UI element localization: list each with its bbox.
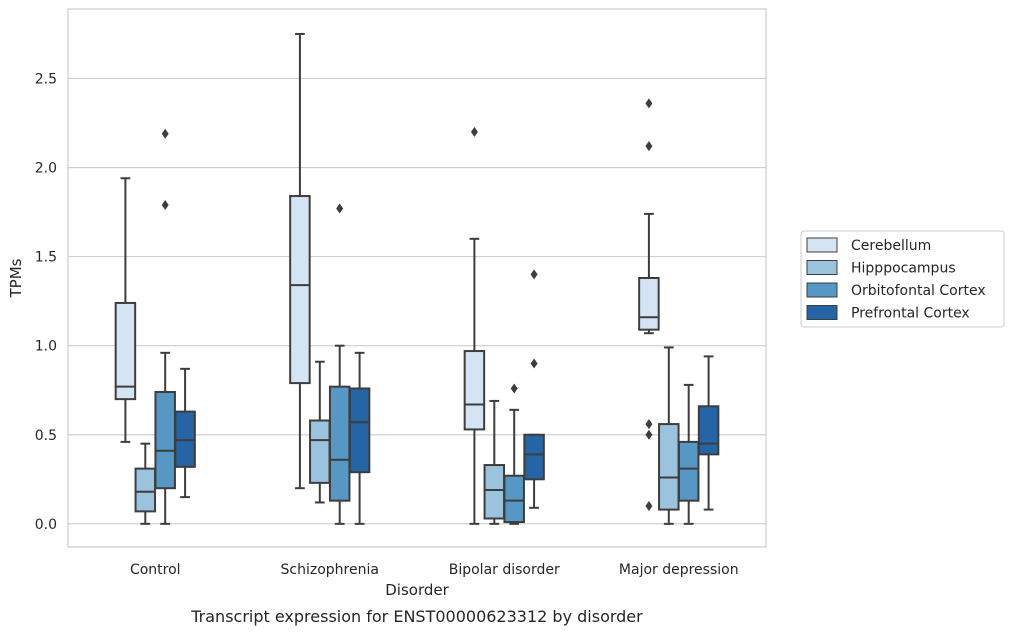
outlier-point <box>645 501 653 512</box>
box-iqr <box>348 387 371 474</box>
box-iqr <box>309 419 331 484</box>
x-tick-label: Major depression <box>619 562 739 578</box>
box-plot-item <box>114 177 137 443</box>
box-plot-item <box>483 399 506 525</box>
box-plot-item <box>154 128 176 525</box>
box-iqr <box>328 385 351 502</box>
legend-label: Hipppocampus <box>851 261 956 277</box>
box-plot-item <box>309 360 331 504</box>
box-iqr <box>677 440 700 502</box>
box-plot-series <box>114 32 720 525</box>
box-iqr <box>658 423 680 511</box>
outlier-point <box>645 429 653 440</box>
plot-frame <box>67 8 767 548</box>
outlier-point <box>530 269 538 280</box>
chart-caption: Transcript expression for ENST0000062331… <box>190 607 643 626</box>
box-iqr <box>638 277 660 331</box>
series-group <box>174 269 720 525</box>
outlier-point <box>161 128 169 139</box>
box-plot-item <box>503 383 525 525</box>
box-plot-item <box>289 32 311 490</box>
legend-label: Orbitofontal Cortex <box>851 283 986 299</box>
series-group <box>114 32 660 525</box>
legend-swatch <box>806 260 838 275</box>
box-iqr <box>697 405 720 456</box>
y-tick-label: 2.0 <box>35 161 57 177</box>
y-tick-label: 0.5 <box>35 428 57 444</box>
box-plot-item <box>658 346 680 525</box>
y-axis-label: TPMs <box>7 258 25 298</box>
box-plot-item <box>134 442 157 525</box>
y-tick-label: 1.5 <box>35 250 57 266</box>
outlier-point <box>645 98 653 109</box>
outlier-point <box>645 141 653 152</box>
outlier-point <box>470 126 478 137</box>
box-plot-item <box>174 367 196 499</box>
legend-swatch <box>806 237 838 253</box>
x-axis-ticks: Control Schizophrenia Bipolar disorder Majo… <box>130 562 739 578</box>
box-iqr <box>523 433 545 481</box>
box-iqr <box>289 195 311 385</box>
outlier-point <box>336 203 344 214</box>
legend-label: Cerebellum <box>851 238 931 254</box>
box-plot-item <box>328 203 351 525</box>
box-plot-item <box>638 98 660 512</box>
legend-swatch <box>806 282 838 298</box>
box-iqr <box>463 350 486 431</box>
outlier-point <box>510 383 518 394</box>
series-group <box>134 346 680 525</box>
box-iqr <box>154 391 176 490</box>
legend-swatch <box>806 305 838 320</box>
legend-frame <box>800 230 1005 328</box>
y-tick-label: 1.0 <box>35 339 57 355</box>
x-tick-label: Bipolar disorder <box>449 562 560 578</box>
box-iqr <box>134 467 157 513</box>
outlier-point <box>161 199 169 210</box>
box-plot-item <box>697 355 720 511</box>
x-tick-label: Control <box>130 562 181 578</box>
outlier-point <box>645 419 653 430</box>
box-iqr <box>483 464 506 520</box>
x-axis-label: Disorder <box>385 581 449 599</box>
outlier-point <box>530 358 538 369</box>
box-plot-item <box>463 126 486 525</box>
y-tick-label: 2.5 <box>35 71 57 87</box>
series-group <box>154 128 700 525</box>
y-tick-label: 0.0 <box>35 517 57 533</box>
box-iqr <box>503 474 525 524</box>
legend: Cerebellum Hipppocampus Orbitofontal Corte… <box>800 230 1005 328</box>
box-plot-item <box>348 351 371 525</box>
box-plot-item <box>523 269 545 509</box>
box-plot-item <box>677 383 700 525</box>
legend-label: Prefrontal Cortex <box>851 306 970 322</box>
x-tick-label: Schizophrenia <box>281 562 379 578</box>
y-axis-ticks: 0.0 0.5 1.0 1.5 2.0 2.5 <box>35 71 57 532</box>
box-iqr <box>114 301 137 401</box>
